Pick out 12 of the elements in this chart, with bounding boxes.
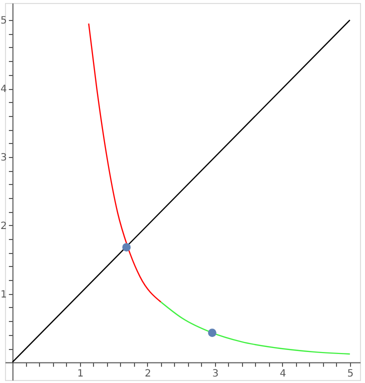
x-tick-label: 3 bbox=[212, 368, 219, 380]
x-tick-label: 5 bbox=[347, 368, 354, 380]
y-tick-label: 5 bbox=[0, 16, 7, 27]
y-tick-label: 1 bbox=[0, 289, 7, 300]
x-tick-label: 4 bbox=[280, 368, 286, 380]
line-series bbox=[88, 22, 162, 303]
y-tick-label: 2 bbox=[0, 220, 7, 232]
y-tick-label: 4 bbox=[0, 84, 7, 96]
line-series bbox=[160, 301, 350, 355]
x-tick-label: 2 bbox=[144, 368, 152, 380]
x-tick-label: 1 bbox=[77, 368, 84, 380]
y-tick-label: 3 bbox=[0, 152, 7, 164]
